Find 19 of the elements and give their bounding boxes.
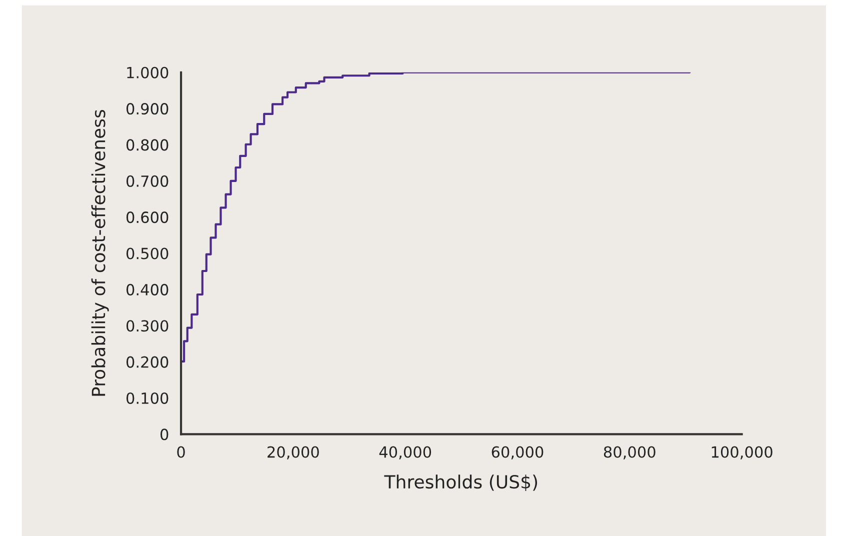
x-tick-label: 0 <box>177 446 185 458</box>
y-tick-label: 1.000 <box>127 66 168 78</box>
y-tick-label: 0.400 <box>126 284 168 296</box>
y-tick-label: 0.700 <box>126 175 168 187</box>
y-tick-label: 0.300 <box>126 320 168 332</box>
y-tick-label: 0.900 <box>126 103 168 115</box>
y-axis-title: Probability of cost-effectiveness <box>91 110 109 396</box>
x-tick-label: 40,000 <box>379 446 432 460</box>
x-axis-title: Thresholds (US$) <box>384 474 538 492</box>
y-tick-label: 0.100 <box>126 392 168 404</box>
y-tick-label: 0.800 <box>126 139 168 151</box>
x-tick-label: 80,000 <box>604 446 656 460</box>
y-tick-label: 0 <box>160 428 168 440</box>
y-tick-label: 0.200 <box>126 356 168 368</box>
x-tick-label: 20,000 <box>268 446 319 460</box>
x-tick-label: 60,000 <box>492 446 544 460</box>
x-tick-label: 100,000 <box>712 446 772 460</box>
y-tick-label: 0.500 <box>126 248 168 260</box>
y-tick-label: 0.600 <box>126 212 168 224</box>
